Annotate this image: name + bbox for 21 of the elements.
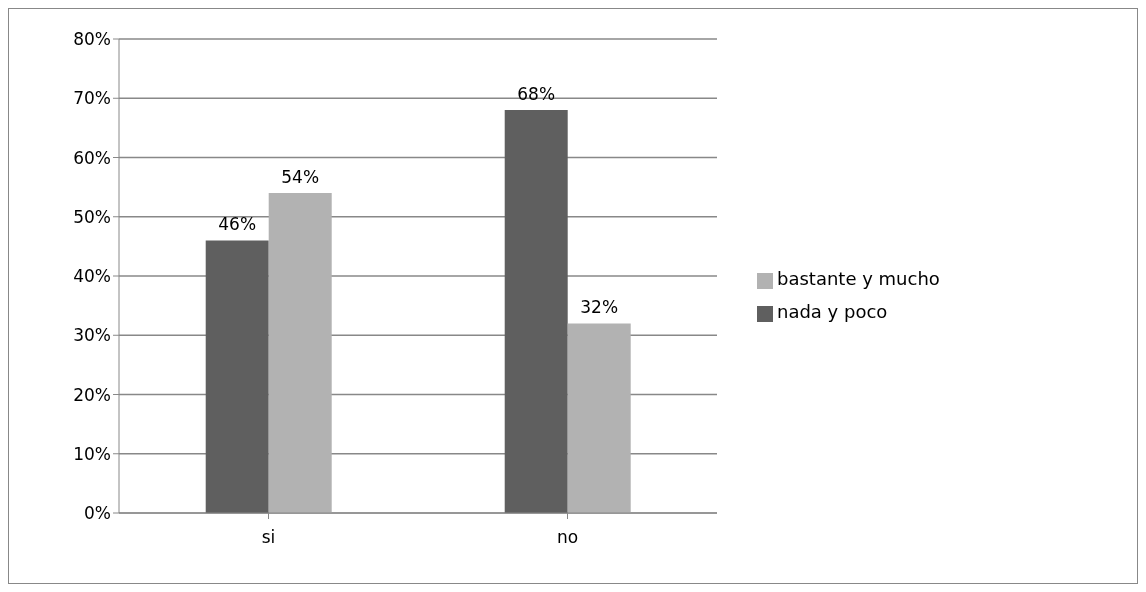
legend-label: bastante y mucho [777, 268, 940, 289]
y-tick-label: 0% [84, 503, 111, 524]
y-tick-label: 50% [73, 206, 111, 227]
bar [567, 323, 631, 513]
bar [205, 240, 269, 513]
data-label: 32% [580, 297, 619, 318]
y-tick-label: 10% [73, 443, 111, 464]
data-label: 54% [281, 167, 320, 188]
y-tick-label: 80% [73, 29, 111, 50]
y-tick-label: 40% [73, 266, 111, 287]
y-tick-label: 30% [73, 325, 111, 346]
y-tick-label: 70% [73, 88, 111, 109]
x-tick-label: si [261, 527, 276, 548]
x-tick-label: no [556, 527, 579, 548]
y-tick-label: 60% [73, 147, 111, 168]
legend-label: nada y poco [777, 301, 888, 322]
bar [504, 110, 568, 513]
y-tick-label: 20% [73, 384, 111, 405]
data-label: 68% [517, 84, 556, 105]
bar [268, 193, 332, 513]
data-label: 46% [218, 214, 257, 235]
